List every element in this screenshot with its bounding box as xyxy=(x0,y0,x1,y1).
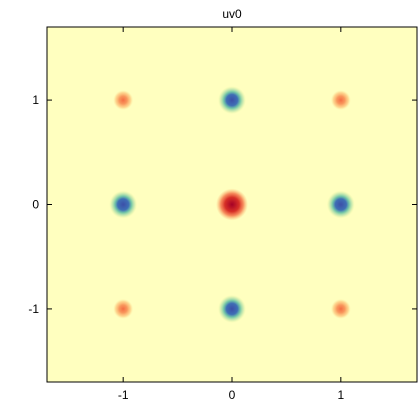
heatmap-peak-4 xyxy=(216,188,248,221)
heatmap-peak-2 xyxy=(330,90,351,111)
heatmap-peak-7 xyxy=(218,294,246,323)
heatmap-peak-5 xyxy=(326,190,355,219)
heatmap-peak-1 xyxy=(218,86,246,115)
y-tick-label: 0 xyxy=(32,198,39,212)
heatmap-peak-8 xyxy=(330,298,351,319)
x-axis: -1 0 1 xyxy=(118,27,344,402)
heatmap-peak-0 xyxy=(113,90,134,111)
x-tick-label: 1 xyxy=(337,388,344,402)
chart-title: uv0 xyxy=(222,7,242,21)
peaks-layer xyxy=(109,86,355,323)
y-tick-label: 1 xyxy=(32,93,39,107)
heatmap-peak-3 xyxy=(109,190,138,219)
x-tick-label: -1 xyxy=(118,388,129,402)
y-tick-label: -1 xyxy=(28,302,39,316)
x-tick-label: 0 xyxy=(229,388,236,402)
y-axis: -1 0 1 xyxy=(28,93,417,316)
heatmap-peak-6 xyxy=(113,298,134,319)
